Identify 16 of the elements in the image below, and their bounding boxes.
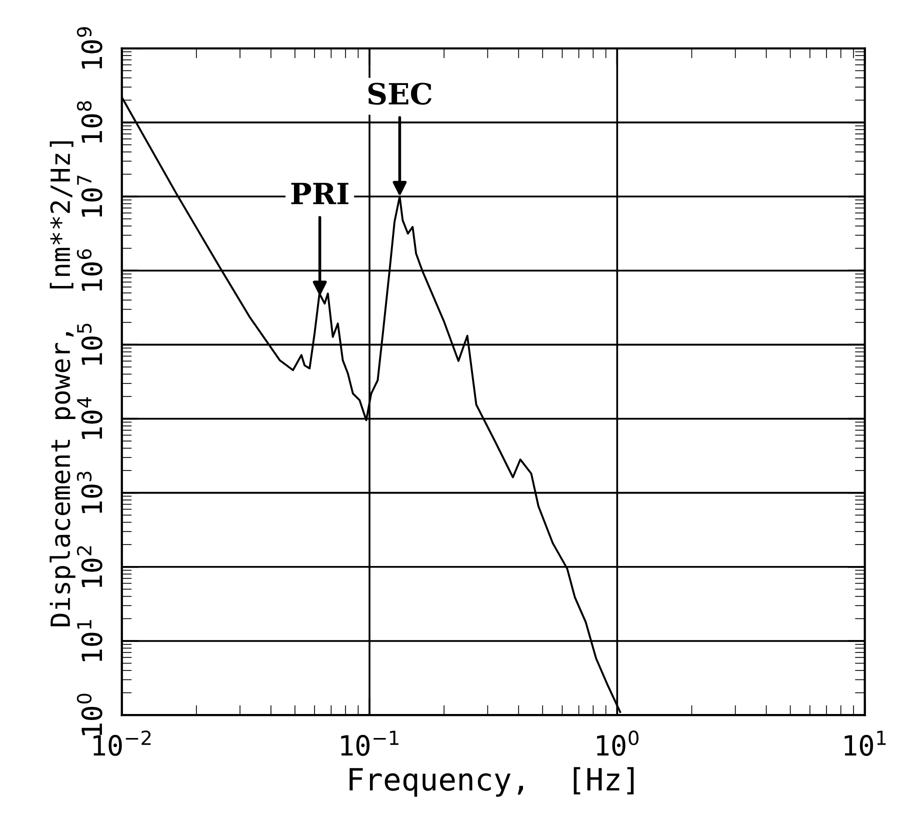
y-tick-label: 10$^{3}$ — [76, 472, 102, 513]
y-tick-label: 10$^{6}$ — [76, 249, 102, 291]
x-tick-label: 10$^{−1}$ — [341, 730, 398, 756]
x-tick-label: 10$^{1}$ — [844, 730, 886, 756]
y-tick-label: 10$^{9}$ — [76, 27, 102, 69]
y-tick-label: 10$^{4}$ — [77, 397, 102, 439]
annotation: PRI — [291, 182, 348, 204]
y-tick-label: 10$^{8}$ — [76, 101, 102, 143]
y-tick-label: 10$^{7}$ — [77, 176, 102, 217]
y-tick-label: 10$^{2}$ — [76, 546, 102, 588]
x-axis-title: Frequency, [Hz] — [350, 767, 634, 797]
y-tick-label: 10$^{1}$ — [77, 620, 102, 662]
y-axis-title: Displacement power, [nm**2/Hz] — [50, 141, 76, 626]
y-tick-label: 10$^{5}$ — [77, 324, 102, 365]
annotation: SEC — [368, 82, 432, 105]
x-tick-label: 10$^{0}$ — [597, 730, 638, 756]
